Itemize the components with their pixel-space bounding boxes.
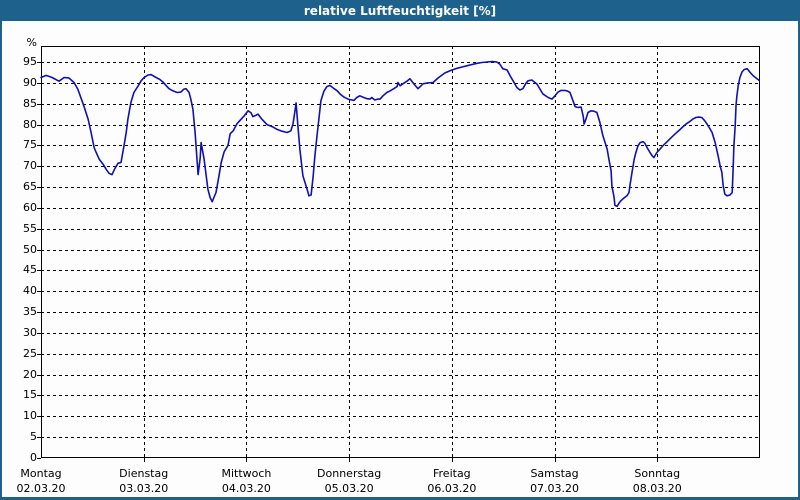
- window-title: relative Luftfeuchtigkeit [%]: [303, 3, 497, 18]
- x-tick-label: Dienstag 03.03.20: [94, 466, 194, 496]
- y-tick-label: 25: [23, 346, 37, 360]
- y-tick-label: 70: [23, 159, 37, 173]
- x-tick-date: 03.03.20: [119, 482, 169, 495]
- x-tick-date: 08.03.20: [632, 482, 682, 495]
- x-tick-label: Mittwoch 04.03.20: [196, 466, 296, 496]
- y-tick-label: 0: [30, 451, 37, 464]
- title-bar: relative Luftfeuchtigkeit [%]: [0, 0, 800, 21]
- x-tick-day: Donnerstag: [317, 467, 382, 480]
- series-relative-luftfeuchtigkeit: [40, 60, 760, 208]
- x-tick-date: 04.03.20: [221, 482, 271, 495]
- y-tick-label: 5: [30, 430, 37, 444]
- x-tick-day: Dienstag: [119, 467, 169, 480]
- y-tick-label: 45: [23, 263, 37, 277]
- humidity-line-chart: [37, 46, 760, 462]
- x-tick-label: Sonntag 08.03.20: [607, 466, 707, 496]
- x-tick-day: Sonntag: [634, 467, 681, 480]
- y-tick-label: 10: [23, 409, 37, 423]
- y-tick-label: 30: [23, 325, 37, 339]
- y-tick-label: 60: [23, 200, 37, 214]
- y-tick-label: 85: [23, 96, 37, 110]
- x-tick-label: Donnerstag 05.03.20: [299, 466, 399, 496]
- x-tick-day: Freitag: [433, 467, 471, 480]
- y-tick-label: 55: [23, 221, 37, 235]
- x-tick-date: 05.03.20: [324, 482, 374, 495]
- plot-border: [41, 46, 760, 458]
- y-tick-label: 15: [23, 388, 37, 402]
- x-tick-day: Mittwoch: [221, 467, 272, 480]
- y-tick-label: 80: [23, 117, 37, 131]
- x-tick-label: Montag 02.03.20: [0, 466, 91, 496]
- y-tick-label: 75: [23, 138, 37, 152]
- x-tick-day: Samstag: [530, 467, 579, 480]
- x-tick-label: Freitag 06.03.20: [402, 466, 502, 496]
- x-tick-date: 07.03.20: [530, 482, 580, 495]
- x-tick-label: Samstag 07.03.20: [505, 466, 605, 496]
- y-tick-label: 65: [23, 180, 37, 194]
- y-tick-label: 95: [23, 55, 37, 69]
- y-axis-unit-label: %: [26, 36, 37, 49]
- y-tick-label: 40: [23, 284, 37, 298]
- y-tick-label: 50: [23, 242, 37, 256]
- y-tick-label: 20: [23, 367, 37, 381]
- y-tick-label: 35: [23, 305, 37, 319]
- x-tick-day: Montag: [20, 467, 62, 480]
- y-tick-label: 90: [23, 75, 37, 89]
- x-tick-date: 06.03.20: [427, 482, 477, 495]
- x-tick-date: 02.03.20: [16, 482, 66, 495]
